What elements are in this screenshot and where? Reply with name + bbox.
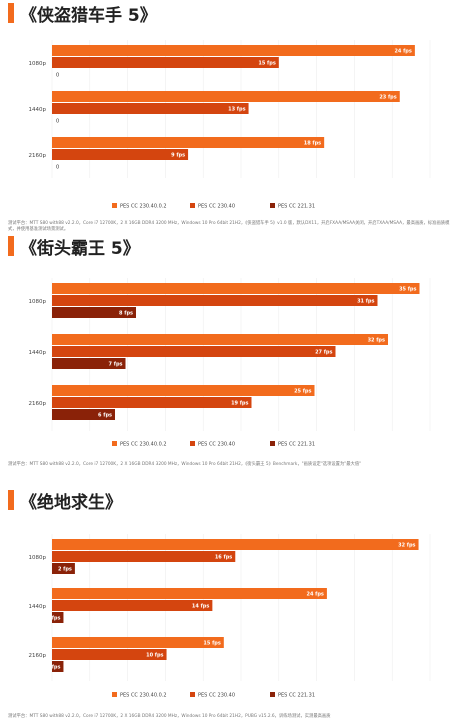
bar [52,295,378,306]
bar [52,600,213,611]
category-label: 1080p [29,61,47,67]
legend-label: PES CC 221.31 [278,442,315,448]
bar [52,334,388,345]
data-label: 23 fps [379,95,396,101]
data-label: 35 fps [399,287,416,293]
bar [52,57,279,68]
data-label: 2 fps [58,567,72,573]
bar [52,551,236,562]
data-label: 31 fps [357,299,374,305]
data-label: 9 fps [171,153,185,159]
data-label: 24 fps [306,592,323,598]
category-label: 2160p [29,653,47,659]
category-label: 1080p [29,299,47,305]
bar [52,588,327,599]
bar [52,539,419,550]
bar [52,661,64,672]
data-label: 27 fps [315,350,332,356]
bar-chart: 1080p 24 fps 15 fps 0 1440p 23 fps 13 fps 0 2160… [29,40,431,210]
legend-swatch [270,692,275,697]
legend-swatch [190,692,195,697]
data-label: 24 fps [394,49,411,55]
bar [52,137,325,148]
data-label: 0 [56,119,59,125]
data-label: 16 fps [215,555,232,561]
title-accent-bar [8,3,14,23]
bar [52,385,315,396]
legend-swatch [190,203,195,208]
category-label: 1440p [29,107,47,113]
data-label: 8 fps [119,311,133,317]
bar [52,346,336,357]
bar [52,283,420,294]
legend-label: PES CC 230.40.0.2 [120,442,167,448]
legend-label: PES CC 230.40.0.2 [120,204,167,210]
test-platform-note: 测试平台：MTT S80 with88 v2.2.0，Core i7 12700… [8,714,331,719]
legend-swatch [270,441,275,446]
data-label: 32 fps [368,338,385,344]
data-label: 25 fps [294,389,311,395]
data-label: 0 [56,165,59,171]
chart-section-sf5: 《街头霸王 5》 1080p 35 fps 31 fps 8 fps 1440p 32 f… [0,232,457,482]
bar [52,397,252,408]
category-label: 1440p [29,350,47,356]
section-title: 《街头霸王 5》 [8,235,140,259]
bar [52,103,249,114]
data-label: 0 [56,73,59,79]
category-label: 1080p [29,555,47,561]
category-label: 1440p [29,604,47,610]
legend-label: PES CC 230.40 [198,204,235,210]
section-title: 《侠盗猎车手 5》 [8,2,157,26]
test-platform-note: 测试平台：MTT S80 with88 v2.2.0，Core i7 12700… [8,462,362,467]
category-label: 2160p [29,153,47,159]
data-label: 32 fps [398,543,415,549]
bar [52,91,400,102]
bar [52,409,115,420]
data-label: 14 fps [192,604,209,610]
legend-swatch [190,441,195,446]
bar [52,149,189,160]
legend-swatch [112,692,117,697]
legend-swatch [112,203,117,208]
bar [52,45,415,56]
chart-section-pubg: 《绝地求生》 1080p 32 fps 16 fps 2 fps 1440p 24 fps… [0,486,457,727]
bar-chart: 1080p 35 fps 31 fps 8 fps 1440p 32 fps 27 fps 7… [29,278,431,448]
chart-section-gta5: 《侠盗猎车手 5》 1080p 24 fps 15 fps 0 1440p 23 fps 1… [0,0,457,232]
title-accent-bar [8,490,14,510]
chart-title: 《街头霸王 5》 [20,238,140,259]
data-label: 15 fps [258,61,275,67]
data-label: 10 fps [146,653,163,659]
data-label: 18 fps [304,141,321,147]
legend-label: PES CC 230.40 [198,442,235,448]
chart-title: 《侠盗猎车手 5》 [20,5,157,26]
data-label: 6 fps [98,413,112,419]
bar [52,563,75,574]
data-label: 15 fps [203,641,220,647]
bar [52,649,167,660]
data-label: 1 fps [47,665,61,671]
bar [52,637,224,648]
category-label: 2160p [29,401,47,407]
data-label: 19 fps [231,401,248,407]
bar-chart: 1080p 32 fps 16 fps 2 fps 1440p 24 fps 14 fps 1… [29,534,431,699]
data-label: 1 fps [47,616,61,622]
title-accent-bar [8,236,14,256]
chart-title: 《绝地求生》 [20,492,122,513]
test-platform-note: 测试平台：MTT S80 with88 v2.2.0，Core i7 12700… [8,221,450,232]
legend-label: PES CC 221.31 [278,204,315,210]
legend-label: PES CC 230.40.0.2 [120,693,167,699]
bar [52,307,136,318]
data-label: 13 fps [228,107,245,113]
legend-label: PES CC 221.31 [278,693,315,699]
legend-swatch [112,441,117,446]
bar [52,612,64,623]
bar [52,358,126,369]
legend-swatch [270,203,275,208]
data-label: 7 fps [109,362,123,368]
legend-label: PES CC 230.40 [198,693,235,699]
section-title: 《绝地求生》 [8,489,122,513]
